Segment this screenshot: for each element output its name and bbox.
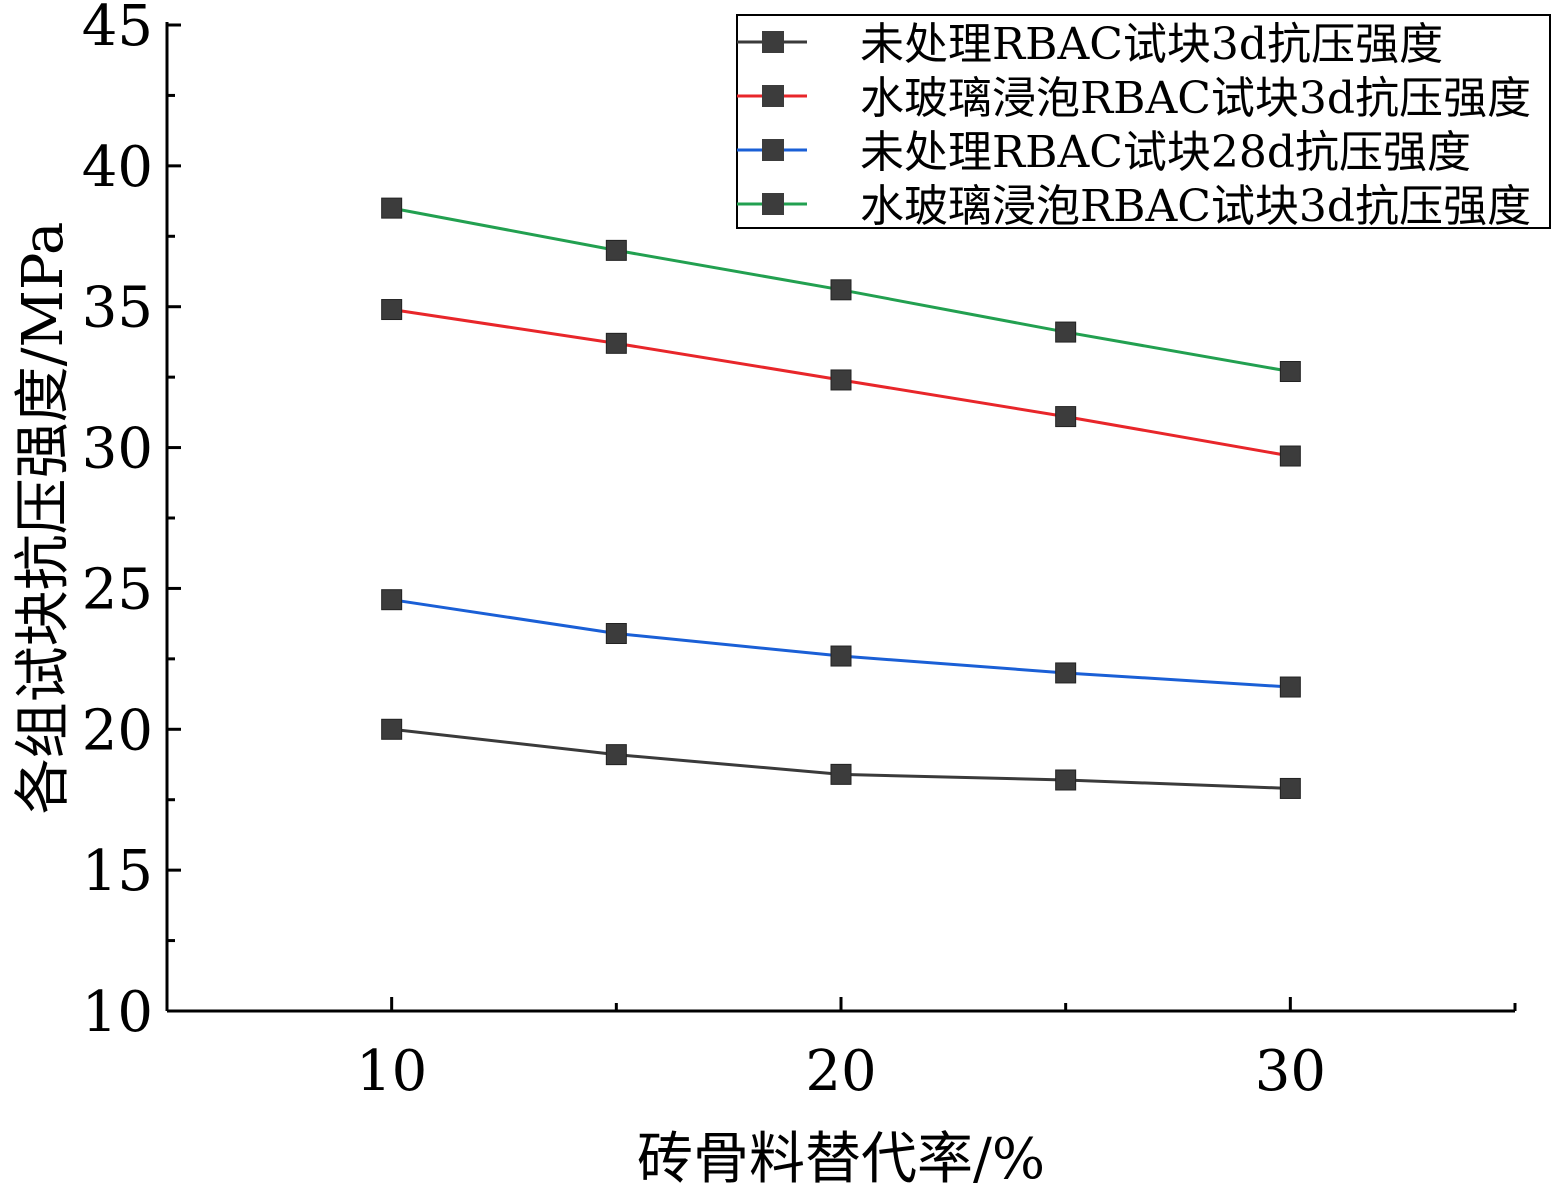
legend-item: 未处理RBAC试块3d抗压强度 — [737, 19, 1443, 70]
data-point-marker — [830, 763, 852, 785]
data-point-marker — [830, 369, 852, 391]
legend-label: 未处理RBAC试块28d抗压强度 — [860, 127, 1471, 178]
y-tick-label: 30 — [82, 417, 153, 482]
legend-box — [736, 14, 1551, 229]
data-point-marker — [381, 718, 403, 740]
legend-item: 水玻璃浸泡RBAC试块3d抗压强度 — [737, 181, 1531, 232]
legend-label: 水玻璃浸泡RBAC试块3d抗压强度 — [860, 73, 1531, 124]
data-point-marker — [605, 332, 627, 354]
data-point-marker — [1279, 361, 1301, 383]
axes: 10 15 20 25 30 35 40 45 10 20 30 — [82, 0, 1517, 1104]
legend-label: 未处理RBAC试块3d抗压强度 — [860, 19, 1443, 70]
data-point-marker — [830, 279, 852, 301]
legend-item: 水玻璃浸泡RBAC试块3d抗压强度 — [737, 73, 1531, 124]
data-point-marker — [605, 623, 627, 645]
legend-item: 未处理RBAC试块28d抗压强度 — [737, 127, 1471, 178]
series-3 — [381, 589, 1301, 698]
legend-marker — [762, 193, 784, 215]
y-tick-label: 25 — [82, 557, 153, 622]
data-point-marker — [1055, 406, 1077, 428]
legend-marker — [762, 31, 784, 53]
data-point-marker — [381, 299, 403, 321]
x-tick-label: 20 — [805, 1039, 876, 1104]
data-point-marker — [1279, 777, 1301, 799]
data-point-marker — [381, 589, 403, 611]
y-tick-label: 20 — [82, 698, 153, 763]
data-point-marker — [1279, 676, 1301, 698]
data-point-marker — [605, 239, 627, 261]
legend: 未处理RBAC试块3d抗压强度水玻璃浸泡RBAC试块3d抗压强度未处理RBAC试… — [736, 14, 1551, 232]
data-point-marker — [1055, 321, 1077, 343]
y-tick-label: 40 — [82, 135, 153, 200]
series-2 — [381, 299, 1301, 467]
series-line — [391, 598, 1291, 689]
legend-marker — [762, 139, 784, 161]
data-point-marker — [830, 645, 852, 667]
data-point-marker — [605, 744, 627, 766]
y-axis-label: 各组试块抗压强度/MPa — [11, 222, 76, 815]
x-axis-label: 砖骨料替代率/% — [637, 1127, 1045, 1192]
data-point-marker — [1055, 662, 1077, 684]
x-tick-label: 30 — [1255, 1039, 1326, 1104]
x-tick-label: 10 — [356, 1039, 427, 1104]
data-point-marker — [381, 197, 403, 219]
data-point-marker — [1055, 769, 1077, 791]
y-tick-label: 35 — [82, 276, 153, 341]
data-point-marker — [1279, 445, 1301, 467]
y-tick-label: 10 — [82, 980, 153, 1045]
legend-marker — [762, 85, 784, 107]
y-tick-label: 15 — [82, 839, 153, 904]
series-group — [381, 197, 1301, 799]
legend-label: 水玻璃浸泡RBAC试块3d抗压强度 — [860, 181, 1531, 232]
y-tick-label: 45 — [82, 0, 153, 59]
series-1 — [381, 718, 1301, 799]
series-4 — [381, 197, 1301, 383]
